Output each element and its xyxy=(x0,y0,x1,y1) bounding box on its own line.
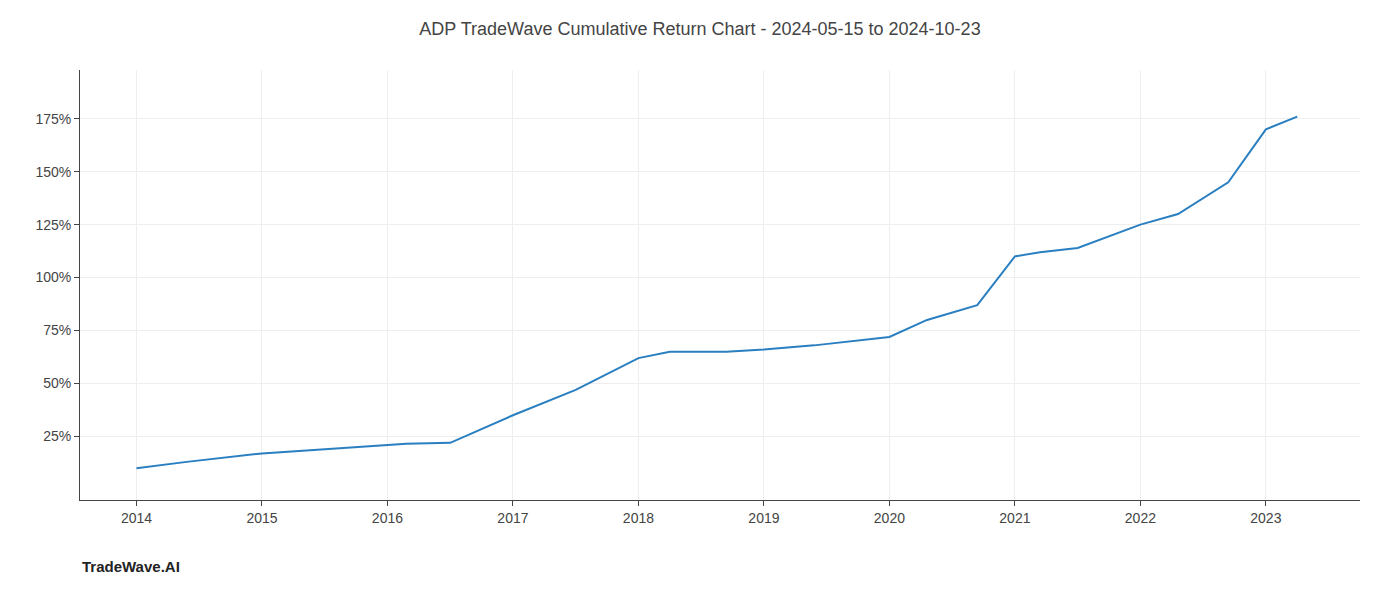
svg-text:175%: 175% xyxy=(35,111,71,127)
svg-text:2014: 2014 xyxy=(121,510,152,526)
svg-text:2021: 2021 xyxy=(999,510,1030,526)
svg-text:100%: 100% xyxy=(35,269,71,285)
svg-text:2018: 2018 xyxy=(623,510,654,526)
svg-text:2016: 2016 xyxy=(372,510,403,526)
svg-text:25%: 25% xyxy=(43,428,71,444)
svg-text:75%: 75% xyxy=(43,322,71,338)
svg-text:150%: 150% xyxy=(35,164,71,180)
svg-text:2015: 2015 xyxy=(246,510,277,526)
svg-text:50%: 50% xyxy=(43,375,71,391)
svg-text:2022: 2022 xyxy=(1125,510,1156,526)
svg-text:2019: 2019 xyxy=(748,510,779,526)
svg-text:2020: 2020 xyxy=(874,510,905,526)
svg-text:2017: 2017 xyxy=(497,510,528,526)
svg-text:125%: 125% xyxy=(35,217,71,233)
svg-text:2023: 2023 xyxy=(1250,510,1281,526)
svg-text:TradeWave.AI: TradeWave.AI xyxy=(82,558,180,575)
svg-text:ADP TradeWave Cumulative Retur: ADP TradeWave Cumulative Return Chart - … xyxy=(419,19,980,39)
